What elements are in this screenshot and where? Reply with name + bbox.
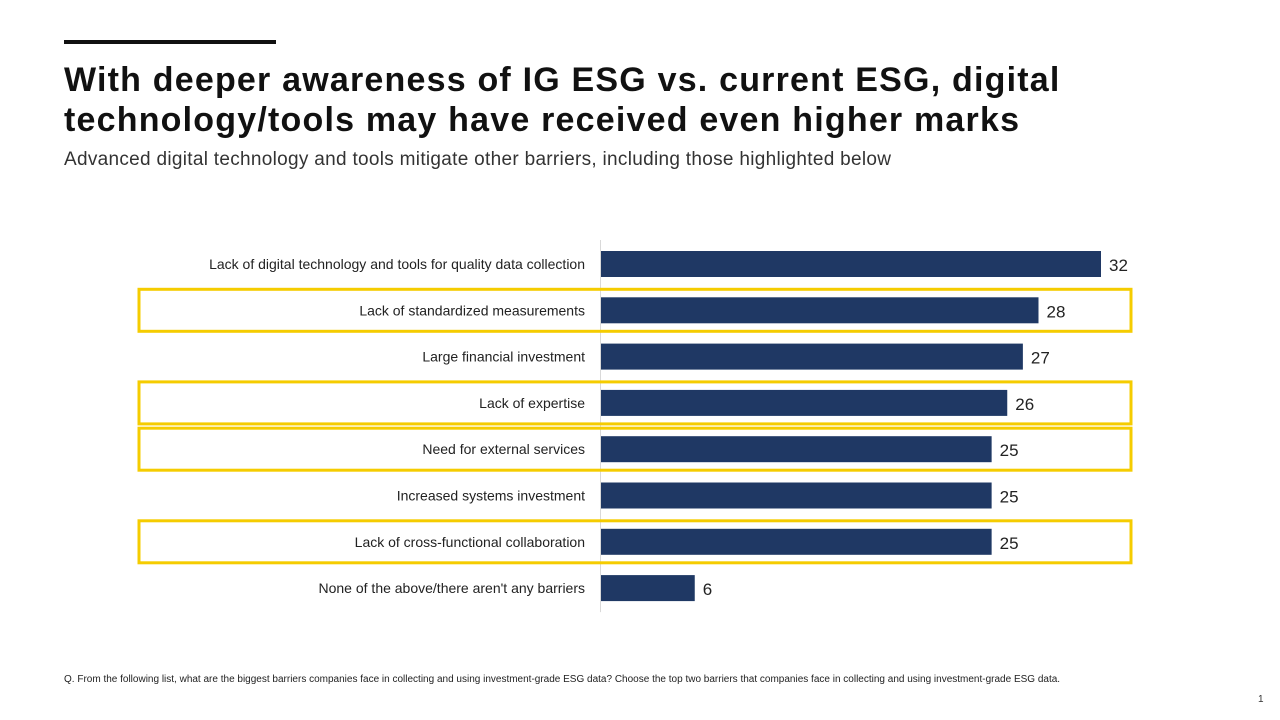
slide-title-line-1: With deeper awareness of IG ESG vs. curr… <box>64 61 1061 99</box>
slide-title-line-2: technology/tools may have received even … <box>64 101 1021 139</box>
category-label: Lack of standardized measurements <box>359 302 585 318</box>
bar <box>601 482 992 509</box>
bar <box>601 436 992 463</box>
title-accent-rule <box>64 40 276 44</box>
slide-title: With deeper awareness of IG ESG vs. curr… <box>64 60 1184 140</box>
highlight-box <box>137 287 1133 333</box>
value-label: 25 <box>1000 441 1019 460</box>
highlight-box <box>137 519 1133 565</box>
bar <box>601 297 1039 324</box>
bar <box>601 343 1023 370</box>
bar <box>601 575 695 602</box>
category-label: Need for external services <box>422 441 585 457</box>
bar <box>601 389 1008 416</box>
category-label: Large financial investment <box>422 349 585 365</box>
category-label: Lack of expertise <box>479 395 585 411</box>
value-label: 27 <box>1031 349 1050 368</box>
survey-question-footnote: Q. From the following list, what are the… <box>64 674 1061 685</box>
page-number: 1 <box>1258 694 1264 705</box>
value-label: 32 <box>1109 256 1128 275</box>
value-label: 25 <box>1000 534 1019 553</box>
category-label: Increased systems investment <box>397 488 585 504</box>
bar <box>601 251 1101 277</box>
value-label: 6 <box>703 580 712 599</box>
bar <box>601 528 992 555</box>
category-label: Lack of cross-functional collaboration <box>355 534 585 550</box>
value-label: 25 <box>1000 488 1019 507</box>
highlight-box <box>137 380 1133 426</box>
slide-subtitle: Advanced digital technology and tools mi… <box>64 149 892 170</box>
value-label: 26 <box>1015 395 1034 414</box>
value-label: 28 <box>1047 302 1066 321</box>
category-label: None of the above/there aren't any barri… <box>319 580 586 596</box>
category-label: Lack of digital technology and tools for… <box>209 256 585 272</box>
highlight-box <box>137 426 1133 472</box>
